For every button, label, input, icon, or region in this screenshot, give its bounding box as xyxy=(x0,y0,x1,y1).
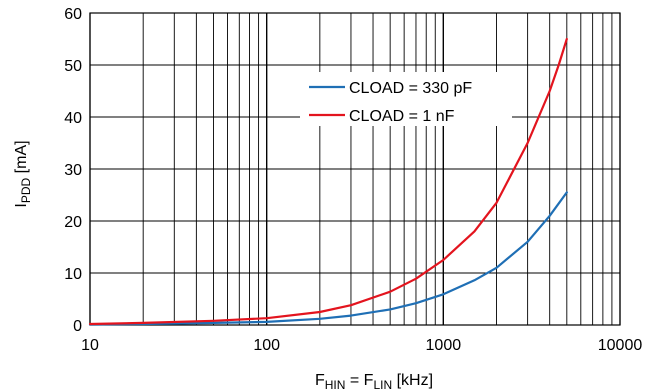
y-label-main: I xyxy=(13,203,30,207)
y-tick-label: 10 xyxy=(64,266,82,283)
x-label-eq: = F xyxy=(345,372,373,389)
y-tick-label: 60 xyxy=(64,6,82,23)
x-tick-label: 10000 xyxy=(598,337,643,354)
grid xyxy=(89,12,621,326)
y-axis-label: IPDD [mA] xyxy=(13,140,33,207)
y-tick-label: 20 xyxy=(64,214,82,231)
y-tick-label: 50 xyxy=(64,58,82,75)
y-tick-label: 0 xyxy=(73,318,82,335)
series-line-330pf xyxy=(88,191,568,326)
y-tick-label: 40 xyxy=(64,110,82,127)
x-tick-label: 1000 xyxy=(426,337,462,354)
y-tick-labels: 0 10 20 30 40 50 60 xyxy=(64,6,82,335)
x-label-unit: [kHz] xyxy=(392,372,433,389)
y-label-sub: PDD xyxy=(19,177,33,203)
plot-frame xyxy=(89,12,621,326)
y-label-unit: [mA] xyxy=(13,140,30,177)
series-line-1nf xyxy=(88,37,568,326)
x-axis-label: FHIN = FLIN [kHz] xyxy=(315,372,433,389)
legend-background xyxy=(300,72,512,126)
y-tick-label: 30 xyxy=(64,162,82,179)
x-tick-label: 100 xyxy=(253,337,280,354)
x-label-f1: F xyxy=(315,372,325,389)
legend: CLOAD = 330 pF CLOAD = 1 nF xyxy=(300,72,512,126)
x-label-sub1: HIN xyxy=(325,378,346,389)
legend-entry-330pf: CLOAD = 330 pF xyxy=(349,80,472,97)
legend-entry-1nf: CLOAD = 1 nF xyxy=(349,108,455,125)
x-label-sub2: LIN xyxy=(373,378,392,389)
series-group xyxy=(88,37,568,326)
x-tick-label: 10 xyxy=(81,337,99,354)
x-tick-labels: 10 100 1000 10000 xyxy=(81,337,642,354)
